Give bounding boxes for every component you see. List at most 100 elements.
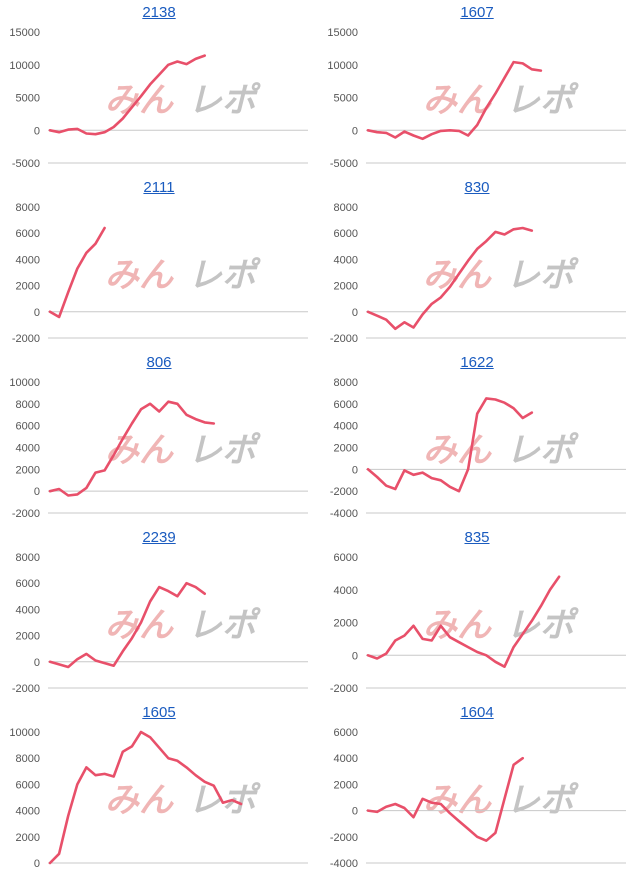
chart-title-link[interactable]: 2111	[143, 179, 175, 196]
chart-title-link[interactable]: 1622	[460, 354, 494, 371]
series-line	[48, 226, 106, 319]
line-chart: みん レポ -5000 0 5000 10000 15000	[9, 27, 308, 170]
y-tick-label: 2000	[16, 464, 40, 476]
series-line	[366, 60, 543, 141]
y-tick-label: 8000	[16, 399, 40, 411]
chart-title-link[interactable]: 2239	[142, 529, 176, 546]
watermark-text-b: レポ	[188, 257, 261, 295]
watermark-text-b: レポ	[188, 607, 261, 645]
chart-panel: みん レポ -4000 -2000 0 2000 4000 6000 1604	[318, 700, 636, 875]
y-tick-label: -2000	[12, 508, 40, 520]
y-tick-label: -4000	[330, 858, 358, 870]
chart-title-link[interactable]: 835	[464, 529, 490, 546]
y-tick-label: 0	[34, 486, 40, 498]
y-tick-label: 0	[34, 657, 40, 669]
y-tick-label: 8000	[334, 377, 358, 389]
y-tick-label: 4000	[334, 753, 358, 765]
y-tick-label: 8000	[16, 202, 40, 214]
y-tick-label: 2000	[334, 281, 358, 293]
y-tick-label: 6000	[16, 421, 40, 433]
y-tick-label: 4000	[16, 806, 40, 818]
chart-panel: みん レポ -2000 0 2000 4000 6000 8000 2239	[0, 525, 318, 700]
watermark-text-b: レポ	[506, 607, 579, 645]
y-tick-label: 6000	[16, 228, 40, 240]
series-line	[366, 226, 534, 331]
chart-panel: みん レポ -2000 0 2000 4000 6000 8000 830	[318, 175, 636, 350]
y-tick-label: -2000	[330, 486, 358, 498]
chart-title-link[interactable]: 2138	[142, 4, 176, 21]
chart-panel: みん レポ -2000 0 2000 4000 6000 8000 10000 806	[0, 350, 318, 525]
watermark-text-b: レポ	[188, 82, 261, 120]
series-line	[48, 400, 216, 497]
y-tick-label: -2000	[12, 683, 40, 695]
y-tick-label: 15000	[9, 27, 40, 39]
y-tick-label: -2000	[330, 683, 358, 695]
series-line	[366, 756, 524, 842]
chart-panel: みん レポ -4000 -2000 0 2000 4000 6000 8000 1622	[318, 350, 636, 525]
y-tick-label: 0	[34, 125, 40, 137]
line-chart: みん レポ 0 2000 4000 6000 8000 10000	[9, 727, 308, 870]
watermark-text-b: レポ	[506, 432, 579, 470]
watermark-text-b: レポ	[188, 432, 261, 470]
line-chart: みん レポ -4000 -2000 0 2000 4000 6000 8000	[330, 377, 626, 520]
chart-panel: みん レポ 0 2000 4000 6000 8000 10000 1605	[0, 700, 318, 875]
chart-title-link[interactable]: 806	[146, 354, 172, 371]
y-tick-label: 6000	[334, 552, 358, 564]
watermark-text-a: みん	[105, 82, 174, 120]
watermark-text-b: レポ	[188, 782, 261, 820]
chart-title-link[interactable]: 830	[464, 179, 490, 196]
y-tick-label: 2000	[16, 631, 40, 643]
y-tick-label: 4000	[334, 585, 358, 597]
y-tick-label: 6000	[334, 228, 358, 240]
y-tick-label: -2000	[12, 333, 40, 345]
y-tick-label: 5000	[334, 93, 358, 105]
y-tick-label: 8000	[16, 753, 40, 765]
line-chart: みん レポ -5000 0 5000 10000 15000	[327, 27, 626, 170]
y-tick-label: -4000	[330, 508, 358, 520]
chart-panel: みん レポ -5000 0 5000 10000 15000 1607	[318, 0, 636, 175]
chart-panel: みん レポ -2000 0 2000 4000 6000 835	[318, 525, 636, 700]
series-line	[48, 54, 206, 136]
y-tick-label: -2000	[330, 333, 358, 345]
y-tick-label: 4000	[334, 421, 358, 433]
y-tick-label: 0	[352, 125, 358, 137]
chart-title-link[interactable]: 1605	[142, 704, 176, 721]
y-tick-label: 2000	[334, 779, 358, 791]
watermark-text-b: レポ	[506, 257, 579, 295]
y-tick-label: 10000	[9, 377, 40, 389]
y-tick-label: 6000	[16, 578, 40, 590]
watermark-text-a: みん	[423, 782, 492, 820]
y-tick-label: 2000	[16, 832, 40, 844]
watermark-text-a: みん	[423, 432, 492, 470]
y-tick-label: 2000	[16, 281, 40, 293]
y-tick-label: 4000	[334, 254, 358, 266]
y-tick-label: 6000	[334, 727, 358, 739]
y-tick-label: 8000	[16, 552, 40, 564]
chart-title-link[interactable]: 1607	[460, 4, 494, 21]
y-tick-label: 4000	[16, 604, 40, 616]
y-tick-label: 4000	[16, 254, 40, 266]
y-tick-label: -5000	[12, 158, 40, 170]
y-tick-label: 15000	[327, 27, 358, 39]
series-line	[48, 730, 243, 865]
y-tick-label: 10000	[9, 60, 40, 72]
watermark-text-a: みん	[423, 82, 492, 120]
y-tick-label: 6000	[334, 399, 358, 411]
y-tick-label: 4000	[16, 443, 40, 455]
line-chart: みん レポ -4000 -2000 0 2000 4000 6000	[330, 727, 626, 870]
y-tick-label: 0	[352, 307, 358, 319]
y-tick-label: 2000	[334, 443, 358, 455]
y-tick-label: 5000	[16, 93, 40, 105]
chart-panel: みん レポ -5000 0 5000 10000 15000 2138	[0, 0, 318, 175]
y-tick-label: -5000	[330, 158, 358, 170]
y-tick-label: -2000	[330, 832, 358, 844]
chart-title-link[interactable]: 1604	[460, 704, 494, 721]
y-tick-label: 6000	[16, 779, 40, 791]
y-tick-label: 10000	[327, 60, 358, 72]
chart-panel: みん レポ -2000 0 2000 4000 6000 8000 2111	[0, 175, 318, 350]
